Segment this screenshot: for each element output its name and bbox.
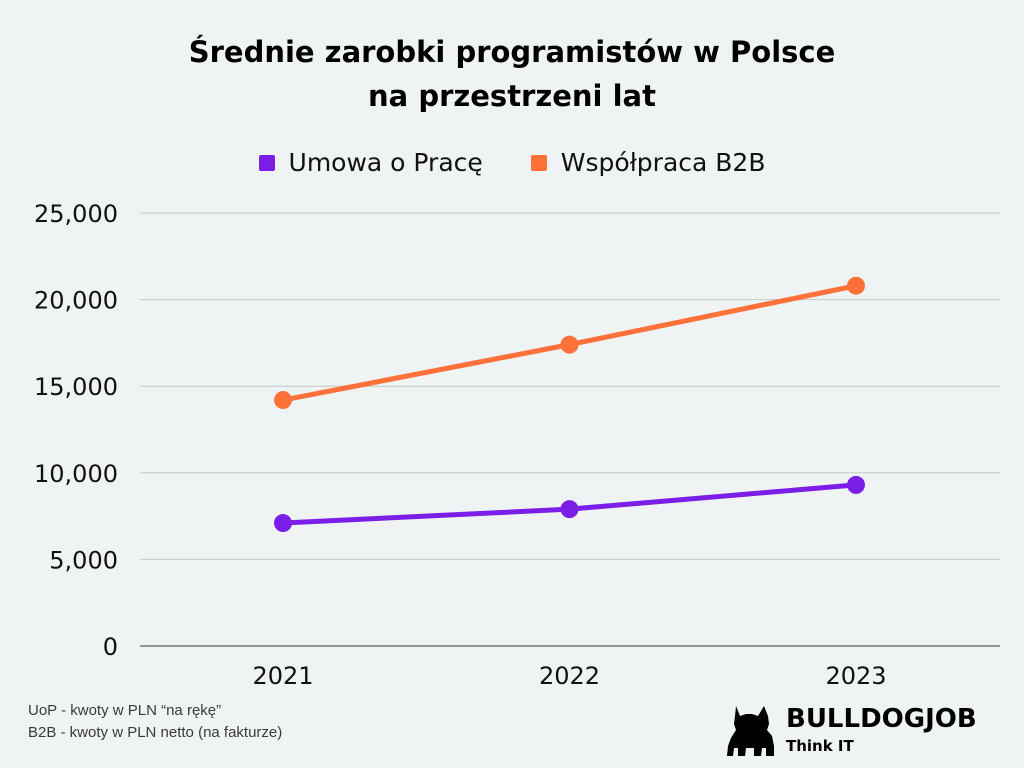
data-point-b2b-2023 [847,276,865,295]
data-point-uop-2022 [560,500,579,519]
bulldog-icon [727,706,774,756]
legend-label-uop: Umowa o Pracę [288,148,483,177]
data-point-uop-2023 [847,475,865,494]
y-tick-label: 15,000 [34,373,118,401]
footnote: UoP - kwoty w PLN “na rękę” B2B - kwoty … [28,700,282,744]
footnote-line-b2b: B2B - kwoty w PLN netto (na fakturze) [28,724,283,741]
y-tick-label: 10,000 [34,460,118,488]
legend-item-b2b: Współpraca B2B [530,148,766,177]
logo-brand: BULLDOGJOB [786,704,977,734]
y-tick-label: 5,000 [49,546,118,574]
bulldogjob-logo: BULLDOGJOB Think IT [726,702,1006,758]
chart-title-line-2: na przestrzeni lat [368,79,656,113]
data-point-b2b-2022 [560,335,579,354]
chart-title-line-1: Średnie zarobki programistów w Polsce [188,35,836,69]
x-tick-label: 2021 [252,662,313,690]
legend-swatch-uop [258,154,275,171]
x-tick-label: 2023 [825,662,886,690]
legend-label-b2b: Współpraca B2B [560,148,766,177]
legend-swatch-b2b [530,154,547,171]
x-tick-label: 2022 [539,662,600,690]
logo-tagline: Think IT [786,737,854,755]
footnote-line-uop: UoP - kwoty w PLN “na rękę” [28,702,222,719]
y-tick-label: 20,000 [34,287,118,315]
chart-legend: Umowa o Pracę Współpraca B2B [0,148,1024,177]
data-point-uop-2021 [274,514,292,533]
y-tick-label: 0 [103,633,118,661]
data-point-b2b-2021 [274,391,292,410]
chart-title: Średnie zarobki programistów w Polsce na… [0,30,1024,118]
y-tick-label: 25,000 [34,200,118,228]
legend-item-uop: Umowa o Pracę [258,148,483,177]
